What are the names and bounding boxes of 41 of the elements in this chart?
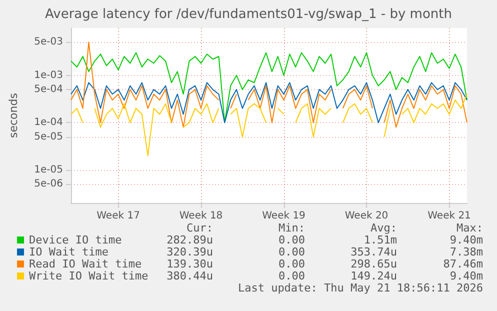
- text: 139.30u: [166, 258, 213, 270]
- y-tick-label: 5e-05: [34, 131, 63, 142]
- y-tick-label: 1e-03: [34, 70, 63, 81]
- text: Min:: [278, 222, 305, 234]
- x-tick-label: Week 21: [428, 210, 471, 222]
- line-series: [70, 82, 468, 124]
- y-tick-label: 5e-03: [34, 36, 63, 48]
- text: 9.40m: [450, 234, 484, 246]
- text: 7.38m: [450, 246, 484, 258]
- text: 320.39u: [166, 246, 213, 258]
- text: 380.44u: [166, 270, 213, 282]
- text: Last update: Thu May 21 18:56:11 2026: [238, 282, 483, 294]
- line-series: [70, 52, 468, 124]
- y-tick-label: 5e-04: [34, 84, 63, 96]
- chart-title: Average latency for /dev/fundaments01-vg/swap_1 - by month: [45, 7, 452, 22]
- text: 149.24u: [350, 270, 397, 282]
- x-tick-label: Week 19: [262, 210, 306, 222]
- text: 0.00: [278, 234, 305, 246]
- legend-label: Device IO time: [29, 234, 122, 246]
- y-tick-label: 1e-04: [34, 117, 63, 128]
- text: Max:: [456, 222, 483, 234]
- text: 0.00: [278, 258, 305, 270]
- text: 353.74u: [350, 246, 397, 258]
- y-axis-title: seconds: [7, 92, 20, 138]
- text: Cur:: [186, 222, 213, 234]
- text: 9.40m: [450, 270, 484, 282]
- text: 0.00: [278, 246, 305, 258]
- legend-label: IO Wait time: [29, 246, 108, 258]
- text: 282.89u: [166, 234, 213, 246]
- y-tick-label: 1e-05: [34, 164, 63, 176]
- text: 87.46m: [443, 258, 484, 270]
- text: Avg:: [370, 222, 397, 234]
- x-tick-label: Week 17: [96, 210, 140, 222]
- legend-label: Write IO Wait time: [29, 270, 148, 282]
- y-tick-label: 5e-06: [34, 178, 63, 190]
- text: 0.00: [278, 270, 305, 282]
- legend-label: Read IO Wait time: [29, 258, 142, 270]
- x-tick-label: Week 18: [179, 210, 223, 222]
- text: 1.51m: [364, 234, 398, 246]
- text: 298.65u: [350, 258, 397, 270]
- x-tick-label: Week 20: [344, 210, 388, 222]
